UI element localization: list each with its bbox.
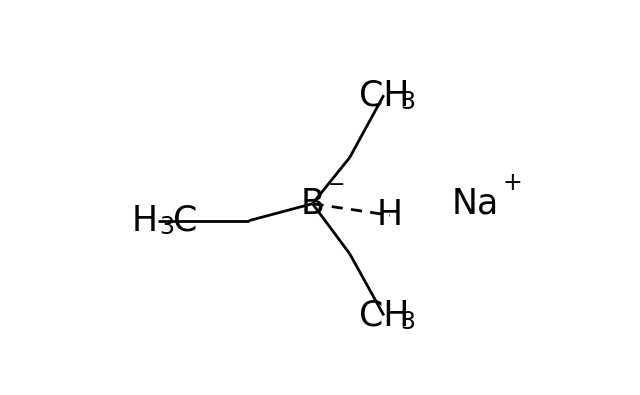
Text: H: H [377,198,403,232]
Text: H: H [131,204,157,238]
Text: CH: CH [358,78,409,112]
Text: C: C [173,204,198,238]
Text: CH: CH [358,298,409,332]
Text: +: + [502,171,522,195]
Text: 3: 3 [400,310,415,334]
Text: Na: Na [452,187,499,221]
Text: 3: 3 [400,90,415,114]
Text: −: − [328,175,345,195]
Text: 3: 3 [159,215,175,239]
Text: B: B [301,187,324,221]
